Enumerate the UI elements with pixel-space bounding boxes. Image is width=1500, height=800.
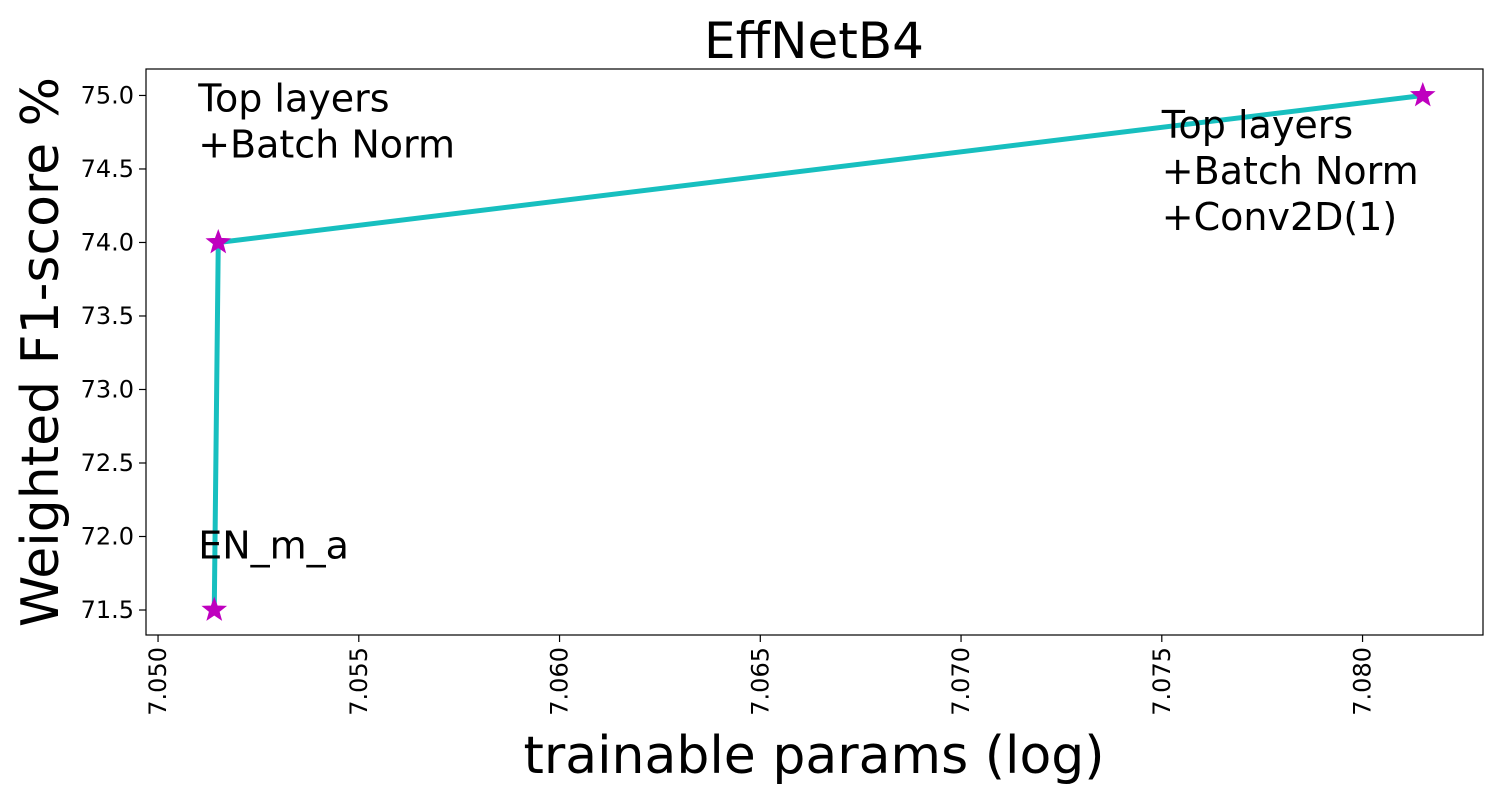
x-tick-label: 7.060 [546,647,574,716]
x-tick-label: 7.075 [1148,647,1176,716]
x-tick-label: 7.050 [144,647,172,716]
annotation-text: +Conv2D(1) [1162,195,1397,239]
y-tick-label: 74.0 [81,228,134,256]
annotation-text: EN_m_a [198,524,349,568]
series-layer [201,82,1436,621]
chart-title: EffNetB4 [704,12,924,70]
y-ticks: 71.5 72.0 72.5 73.0 73.5 74.0 74.5 75.0 [81,81,146,624]
y-tick-label: 74.5 [81,155,134,183]
y-tick-label: 71.5 [81,596,134,624]
x-tick-label: 7.080 [1349,647,1377,716]
x-tick-label: 7.065 [746,647,774,716]
y-tick-label: 73.5 [81,302,134,330]
annotation-text: +Batch Norm [1162,149,1419,193]
data-point-star [201,596,228,621]
plot-frame [145,68,1484,636]
annotation-text: +Batch Norm [198,123,455,167]
y-tick-label: 73.0 [81,375,134,403]
annotation-text: Top layers [1161,103,1353,147]
x-axis-label: trainable params (log) [523,726,1104,786]
y-tick-label: 72.5 [81,449,134,477]
annotation-text: Top layers [197,77,389,121]
data-point-star [1409,82,1436,107]
data-point-star [205,229,232,254]
y-tick-label: 72.0 [81,523,134,551]
x-tick-label: 7.070 [947,647,975,716]
x-tick-label: 7.055 [345,647,373,716]
y-tick-label: 75.0 [81,81,134,109]
x-ticks: 7.050 7.055 7.060 7.065 7.070 7.075 7.080 [144,635,1377,716]
y-axis-label: Weighted F1-score % [11,77,71,627]
